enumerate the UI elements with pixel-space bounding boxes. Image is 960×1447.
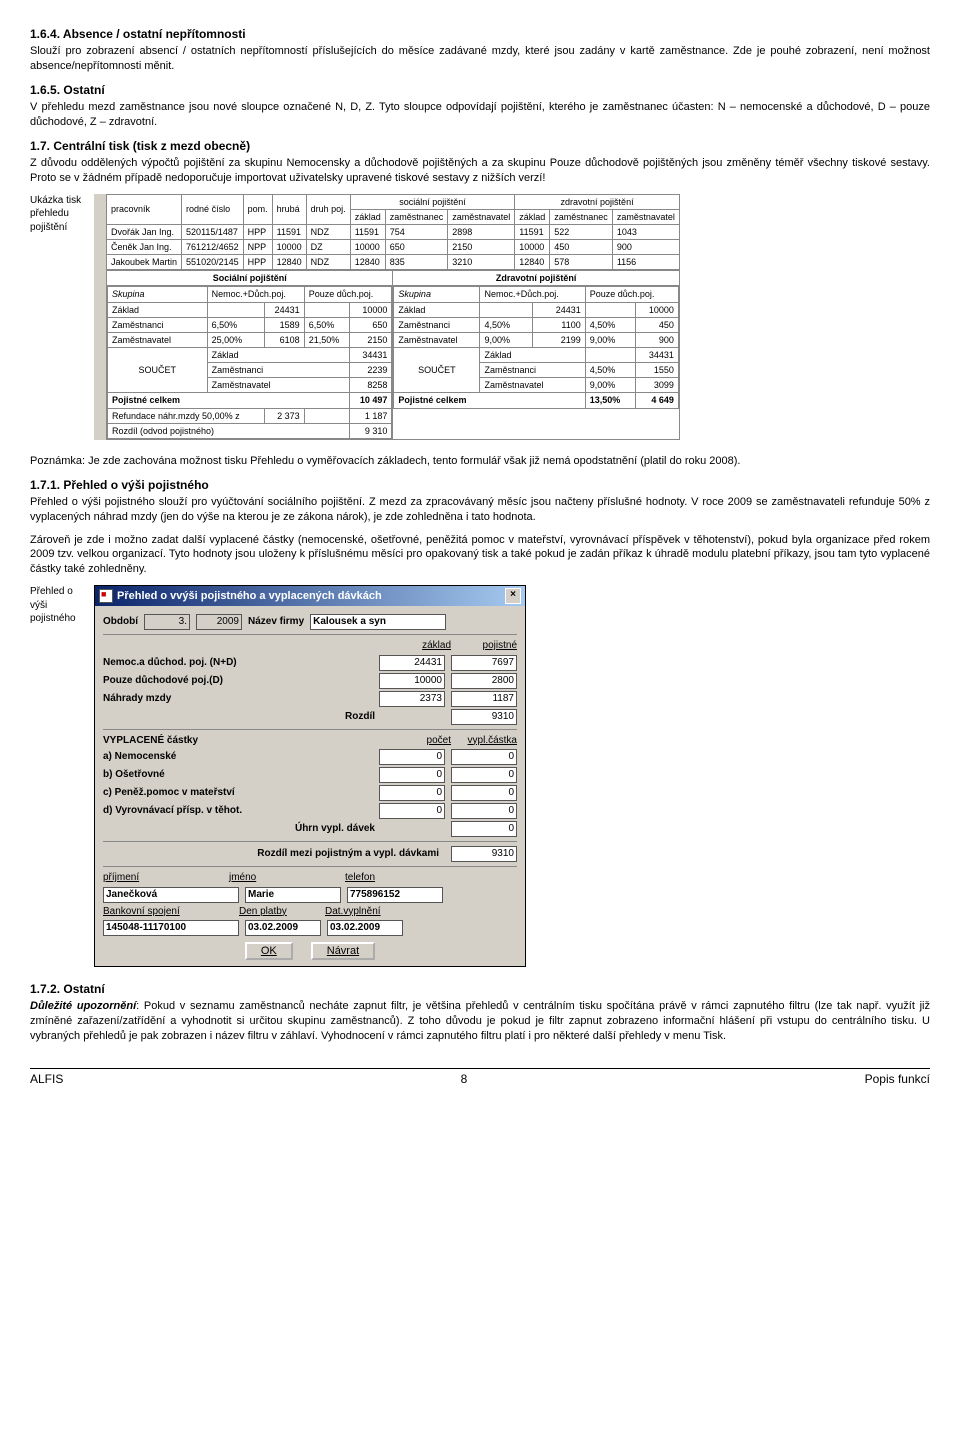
col-zp-zamv: zaměstnavatel [612, 209, 679, 224]
page-footer: ALFIS 8 Popis funkcí [30, 1068, 930, 1087]
col-castka: vypl.částka [457, 734, 517, 748]
soc-inner: SkupinaNemoc.+Důch.poj.Pouze důch.poj. Z… [107, 286, 392, 438]
row3-label: Náhrady mzdy [103, 692, 373, 706]
obdobi-month[interactable]: 3. [144, 614, 190, 630]
banka-label: Bankovní spojení [103, 906, 180, 917]
vypln-label: Dat.vyplnění [325, 906, 381, 917]
nazev-label: Název firmy [248, 615, 304, 629]
nd-pojistne[interactable]: 7697 [451, 655, 517, 671]
vypl-c-label: c) Peněž.pomoc v mateřství [103, 786, 373, 800]
telefon-field[interactable]: 775896152 [347, 887, 443, 903]
col-druh: druh poj. [306, 194, 350, 224]
dialog-window: Přehled o vvýši pojistného a vyplacených… [94, 585, 526, 967]
zdr-inner: SkupinaNemoc.+Důch.poj.Pouze důch.poj. Z… [393, 286, 678, 408]
p-172: Důležité upozornění: Pokud v seznamu zam… [30, 999, 930, 1044]
col-sp-zaklad: základ [350, 209, 385, 224]
col-pracovnik: pracovník [107, 194, 182, 224]
heading-164: 1.6.4. Absence / ostatní nepřítomnosti [30, 26, 930, 42]
vypl-a-label: a) Nemocenské [103, 750, 373, 764]
jmeno-label: jméno [229, 872, 256, 883]
vypl-a-castka[interactable]: 0 [451, 749, 517, 765]
vypl-c-pocet[interactable]: 0 [379, 785, 445, 801]
table-row: Dvořák Jan Ing.520115/1487HPP11591NDZ115… [107, 224, 680, 239]
platba-label: Den platby [239, 906, 287, 917]
vypl-c-castka[interactable]: 0 [451, 785, 517, 801]
vypl-d-pocet[interactable]: 0 [379, 803, 445, 819]
close-icon[interactable]: × [505, 588, 521, 604]
table-row: Čeněk Jan Ing.761212/4652NPP10000DZ10000… [107, 240, 680, 255]
vypl-head: VYPLACENÉ částky [103, 734, 385, 748]
rozdil-label: Rozdíl [103, 710, 445, 724]
p-17: Z důvodu oddělených výpočtů pojištění za… [30, 156, 930, 186]
col-zp-zam: zaměstnanec [550, 209, 613, 224]
prehled-label: Přehled o výši pojistného [30, 585, 88, 626]
nd-zaklad[interactable]: 24431 [379, 655, 445, 671]
nahrady-zaklad[interactable]: 2373 [379, 691, 445, 707]
prijmeni-label: příjmení [103, 872, 139, 883]
col-zp-zaklad: základ [515, 209, 550, 224]
vypl-b-castka[interactable]: 0 [451, 767, 517, 783]
prijmeni-field[interactable]: Janečková [103, 887, 239, 903]
d-zaklad[interactable]: 10000 [379, 673, 445, 689]
p-164: Slouží pro zobrazení absencí / ostatních… [30, 44, 930, 74]
footer-page: 8 [461, 1071, 468, 1087]
summary-table: Sociální pojištění Zdravotní pojištění S… [106, 270, 680, 440]
heading-171: 1.7.1. Přehled o výši pojistného [30, 477, 930, 493]
row2-label: Pouze důchodové poj.(D) [103, 674, 373, 688]
p-171-1: Přehled o výši pojistného slouží pro vyú… [30, 495, 930, 525]
col-sp-zamv: zaměstnavatel [448, 209, 515, 224]
jmeno-field[interactable]: Marie [245, 887, 341, 903]
heading-17: 1.7. Centrální tisk (tisk z mezd obecně) [30, 138, 930, 154]
navrat-button[interactable]: Návrat [311, 942, 375, 960]
banka-field[interactable]: 145048-11170100 [103, 920, 239, 936]
vypln-field[interactable]: 03.02.2009 [327, 920, 403, 936]
d-pojistne[interactable]: 2800 [451, 673, 517, 689]
vypl-b-label: b) Ošetřovné [103, 768, 373, 782]
ok-button[interactable]: OK [245, 942, 293, 960]
col-rc: rodné číslo [182, 194, 244, 224]
vypl-d-label: d) Vyrovnávací přísp. v těhot. [103, 804, 373, 818]
app-icon [99, 589, 113, 603]
footer-left: ALFIS [30, 1071, 63, 1087]
col-sp: sociální pojištění [350, 194, 515, 209]
soc-title: Sociální pojištění [107, 271, 393, 286]
heading-172: 1.7.2. Ostatní [30, 981, 930, 997]
col-pom: pom. [243, 194, 272, 224]
rozdil2-value[interactable]: 9310 [451, 846, 517, 862]
dialog-title-text: Přehled o vvýši pojistného a vyplacených… [117, 590, 382, 602]
vypl-b-pocet[interactable]: 0 [379, 767, 445, 783]
obdobi-label: Období [103, 615, 138, 629]
uhrn-value[interactable]: 0 [451, 821, 517, 837]
heading-165: 1.6.5. Ostatní [30, 82, 930, 98]
row1-label: Nemoc.a důchod. poj. (N+D) [103, 656, 373, 670]
telefon-label: telefon [345, 872, 375, 883]
col-zaklad: základ [391, 639, 451, 653]
col-pojistne: pojistné [457, 639, 517, 653]
p-165: V přehledu mezd zaměstnance jsou nové sl… [30, 100, 930, 130]
poznamka: Poznámka: Je zde zachována možnost tisku… [30, 454, 930, 469]
footer-right: Popis funkcí [865, 1071, 930, 1087]
nazev-firmy-field[interactable]: Kalousek a syn [310, 614, 446, 630]
obdobi-year[interactable]: 2009 [196, 614, 242, 630]
dialog-titlebar[interactable]: Přehled o vvýši pojistného a vyplacených… [95, 586, 525, 606]
zdr-title: Zdravotní pojištění [393, 271, 679, 286]
rozdil-value[interactable]: 9310 [451, 709, 517, 725]
report-panel: pracovník rodné číslo pom. hrubá druh po… [94, 194, 680, 440]
rozdil2-label: Rozdíl mezi pojistným a vypl. dávkami [103, 847, 445, 861]
vypl-a-pocet[interactable]: 0 [379, 749, 445, 765]
table-row: Jakoubek Martin551020/2145HPP12840NDZ128… [107, 255, 680, 270]
uhrn-label: Úhrn vypl. dávek [103, 822, 445, 836]
p-171-2: Zároveň je zde i možno zadat další vypla… [30, 533, 930, 578]
nahrady-pojistne[interactable]: 1187 [451, 691, 517, 707]
ukazka-label: Ukázka tisk přehledu pojištění [30, 194, 88, 235]
vypl-d-castka[interactable]: 0 [451, 803, 517, 819]
col-pocet: počet [391, 734, 451, 748]
platba-field[interactable]: 03.02.2009 [245, 920, 321, 936]
col-hruba: hrubá [272, 194, 306, 224]
employee-table: pracovník rodné číslo pom. hrubá druh po… [106, 194, 680, 271]
col-sp-zam: zaměstnanec [385, 209, 448, 224]
col-zp: zdravotní pojištění [515, 194, 680, 209]
